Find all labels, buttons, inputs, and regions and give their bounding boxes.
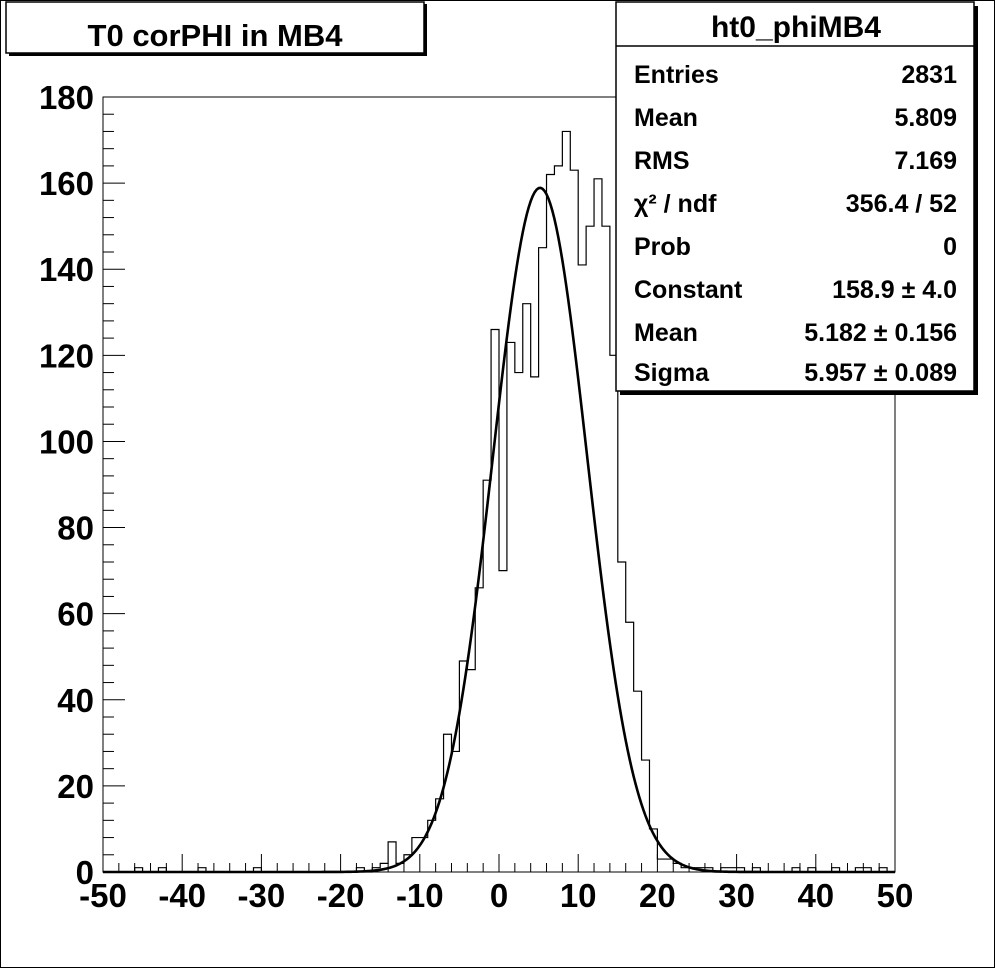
stats-row-label: χ² / ndf xyxy=(634,190,717,218)
x-tick-label: -30 xyxy=(238,877,286,914)
stats-row-value: 0 xyxy=(943,233,957,261)
y-tick-label: 60 xyxy=(57,596,94,633)
y-tick-label: 160 xyxy=(39,165,94,202)
stats-row-label: Mean xyxy=(634,104,698,132)
x-tick-label: 20 xyxy=(639,877,676,914)
x-tick-label: 30 xyxy=(718,877,755,914)
x-tick-label: 10 xyxy=(560,877,597,914)
stats-row-value: 2831 xyxy=(901,61,957,89)
y-tick-label: 0 xyxy=(76,854,94,891)
stats-row-value: 356.4 / 52 xyxy=(846,190,957,218)
stats-row-label: RMS xyxy=(634,147,690,175)
x-tick-label: -10 xyxy=(396,877,444,914)
y-tick-label: 180 xyxy=(39,79,94,116)
y-tick-labels: 0 20 40 60 80 100 120 140 160 180 xyxy=(39,79,94,891)
x-tick-labels: -50 -40 -30 -20 -10 0 10 20 30 40 50 xyxy=(79,877,913,914)
chart-title: T0 corPHI in MB4 xyxy=(88,18,344,53)
stats-histogram-name: ht0_phiMB4 xyxy=(711,11,881,44)
stats-row-label: Prob xyxy=(634,233,691,261)
stats-row-label: Entries xyxy=(634,61,719,89)
x-tick-label: -20 xyxy=(317,877,365,914)
x-tick-label: 50 xyxy=(877,877,914,914)
stats-row-value: 5.957 ± 0.089 xyxy=(804,359,957,387)
stats-row-label: Constant xyxy=(634,276,743,304)
y-tick-label: 40 xyxy=(57,682,94,719)
stats-row-label: Sigma xyxy=(634,359,710,387)
title-box: T0 corPHI in MB4 xyxy=(5,1,427,56)
stats-row-value: 7.169 xyxy=(894,147,957,175)
stats-row-value: 158.9 ± 4.0 xyxy=(832,276,957,304)
x-tick-label: -50 xyxy=(79,877,127,914)
x-tick-label: -40 xyxy=(158,877,206,914)
y-tick-label: 120 xyxy=(39,337,94,374)
gaussian-fit-curve xyxy=(103,186,895,874)
stats-box: ht0_phiMB4 Entries 2831 Mean 5.809 RMS 7.169 χ… xyxy=(615,1,978,395)
y-tick-label: 140 xyxy=(39,251,94,288)
y-tick-label: 80 xyxy=(57,510,94,547)
x-tick-label: 0 xyxy=(490,877,508,914)
stats-row-value: 5.182 ± 0.156 xyxy=(804,319,957,347)
stats-row-value: 5.809 xyxy=(894,104,957,132)
y-tick-label: 100 xyxy=(39,423,94,460)
y-tick-label: 20 xyxy=(57,768,94,805)
x-tick-label: 40 xyxy=(797,877,834,914)
stats-row-label: Mean xyxy=(634,319,698,347)
